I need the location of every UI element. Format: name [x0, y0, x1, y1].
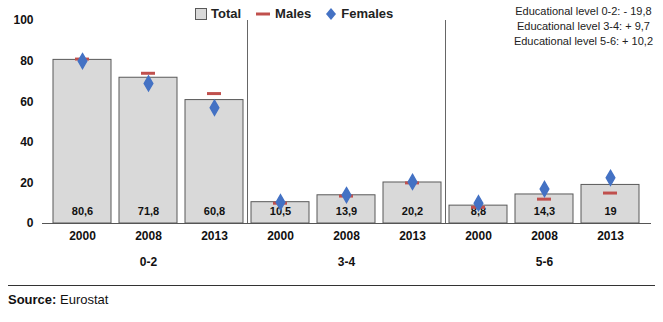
svg-text:2013: 2013: [399, 229, 426, 243]
svg-text:71,8: 71,8: [138, 205, 159, 217]
svg-text:14,3: 14,3: [534, 205, 555, 217]
svg-text:80: 80: [20, 54, 34, 68]
svg-text:2013: 2013: [201, 229, 228, 243]
svg-text:8,8: 8,8: [470, 204, 487, 217]
svg-text:60: 60: [20, 95, 34, 109]
html-text:Males: Males: [275, 6, 312, 21]
html-text:Source: Eurostat: Source: Eurostat: [8, 292, 109, 307]
html-text:Educational level 5-6: + 10,2: Educational level 5-6: + 10,2: [513, 35, 653, 47]
html-text:Females: Females: [341, 6, 394, 21]
svg-text:100: 100: [13, 13, 33, 27]
svg-text:20,2: 20,2: [402, 205, 423, 217]
svg-text:2008: 2008: [333, 229, 360, 243]
svg-text:10,5: 10,5: [269, 204, 292, 217]
svg-text:60,8: 60,8: [204, 205, 225, 217]
svg-text:2013: 2013: [597, 229, 624, 243]
svg-text:20: 20: [20, 176, 34, 190]
html-text:Educational level 3-4: + 9,7: Educational level 3-4: + 9,7: [516, 20, 650, 32]
svg-text:5-6: 5-6: [536, 255, 554, 269]
svg-text:2008: 2008: [135, 229, 162, 243]
svg-text:3-4: 3-4: [338, 255, 356, 269]
svg-text:13,9: 13,9: [336, 205, 357, 217]
svg-text:40: 40: [20, 135, 34, 149]
svg-text:2008: 2008: [531, 229, 558, 243]
html-text:Educational level 0-2: - 19,8: Educational level 0-2: - 19,8: [515, 5, 652, 17]
svg-text:2000: 2000: [69, 229, 96, 243]
svg-text:0-2: 0-2: [140, 255, 158, 269]
svg-text:80,6: 80,6: [72, 205, 93, 217]
svg-text:2000: 2000: [267, 229, 294, 243]
svg-text:0: 0: [27, 216, 34, 230]
html-text:Total: Total: [211, 6, 242, 21]
svg-text:19: 19: [604, 205, 616, 217]
svg-text:2000: 2000: [465, 229, 492, 243]
